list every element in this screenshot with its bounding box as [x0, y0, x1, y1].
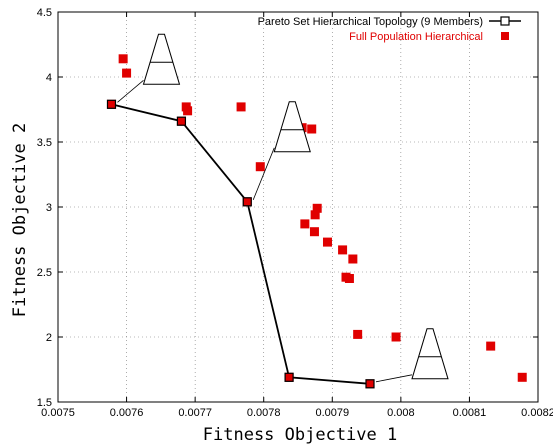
- x-tick-label: 0.0077: [178, 407, 212, 419]
- x-tick-label: 0.0081: [453, 407, 487, 419]
- y-axis-label: Fitness Objective 2: [10, 123, 30, 317]
- pareto-point: [176, 116, 187, 126]
- population-point: [310, 210, 320, 220]
- population-point: [183, 106, 193, 116]
- pareto-point: [242, 197, 252, 207]
- pareto-point: [365, 379, 375, 389]
- population-point: [365, 379, 375, 389]
- topology-trapezoid: [273, 101, 311, 153]
- x-tick-label: 0.0082: [521, 407, 553, 419]
- population-point: [322, 237, 332, 247]
- population-point: [348, 254, 358, 264]
- leader-line: [252, 147, 275, 200]
- grid-layer: [58, 12, 538, 402]
- population-point: [242, 197, 252, 207]
- x-tick-label: 0.0078: [247, 407, 281, 419]
- y-tick-label: 3: [46, 202, 52, 214]
- topology-sketch-3: [375, 328, 449, 383]
- y-tick-label: 3.5: [37, 137, 52, 149]
- legend-label-population: Full Population Hierarchical: [349, 31, 483, 43]
- x-tick-label: 0.0075: [41, 407, 75, 419]
- population-point: [284, 372, 294, 382]
- population-point: [338, 245, 348, 255]
- series-layer: [106, 54, 527, 389]
- axes-layer: 0.0075 0.0076 0.0077 0.0078 0.0079 0.008 0.008…: [37, 7, 553, 419]
- population-point: [255, 162, 265, 172]
- pareto-point: [284, 372, 294, 382]
- topology-sketch-2: [252, 101, 311, 200]
- y-tick-label: 4.5: [37, 7, 52, 19]
- population-point: [486, 341, 496, 351]
- legend-label-pareto: Pareto Set Hierarchical Topology (9 Memb…: [258, 16, 483, 28]
- topology-trapezoid: [411, 328, 449, 380]
- pareto-point: [106, 99, 117, 109]
- leader-line: [117, 79, 144, 103]
- plot-frame: [57, 11, 539, 403]
- population-point: [309, 227, 319, 237]
- x-tick-label: 0.0076: [110, 407, 144, 419]
- population-point: [118, 54, 128, 64]
- legend: Pareto Set Hierarchical Topology (9 Memb…: [258, 16, 521, 43]
- population-point: [236, 102, 246, 112]
- x-tick-label: 0.008: [387, 407, 415, 419]
- y-tick-label: 4: [46, 72, 52, 84]
- annotation-layer: [117, 33, 449, 383]
- population-point: [391, 332, 401, 342]
- population-point: [176, 116, 186, 126]
- population-point: [307, 124, 317, 134]
- population-point: [122, 68, 132, 78]
- x-tick-label: 0.0079: [315, 407, 349, 419]
- population-point: [517, 372, 527, 382]
- topology-trapezoid: [142, 33, 181, 85]
- x-axis-label: Fitness Objective 1: [203, 425, 397, 444]
- y-tick-label: 2: [46, 332, 52, 344]
- population-point: [300, 219, 310, 229]
- legend-marker-population: [501, 32, 509, 40]
- y-tick-label: 2.5: [37, 267, 52, 279]
- population-point: [312, 203, 322, 213]
- y-tick-label: 1.5: [37, 397, 52, 409]
- population-point: [353, 329, 363, 339]
- population-point: [344, 274, 354, 283]
- leader-line: [375, 374, 413, 383]
- population-point: [106, 99, 116, 109]
- topology-sketch-1: [117, 33, 181, 103]
- legend-marker-pareto: [500, 16, 510, 26]
